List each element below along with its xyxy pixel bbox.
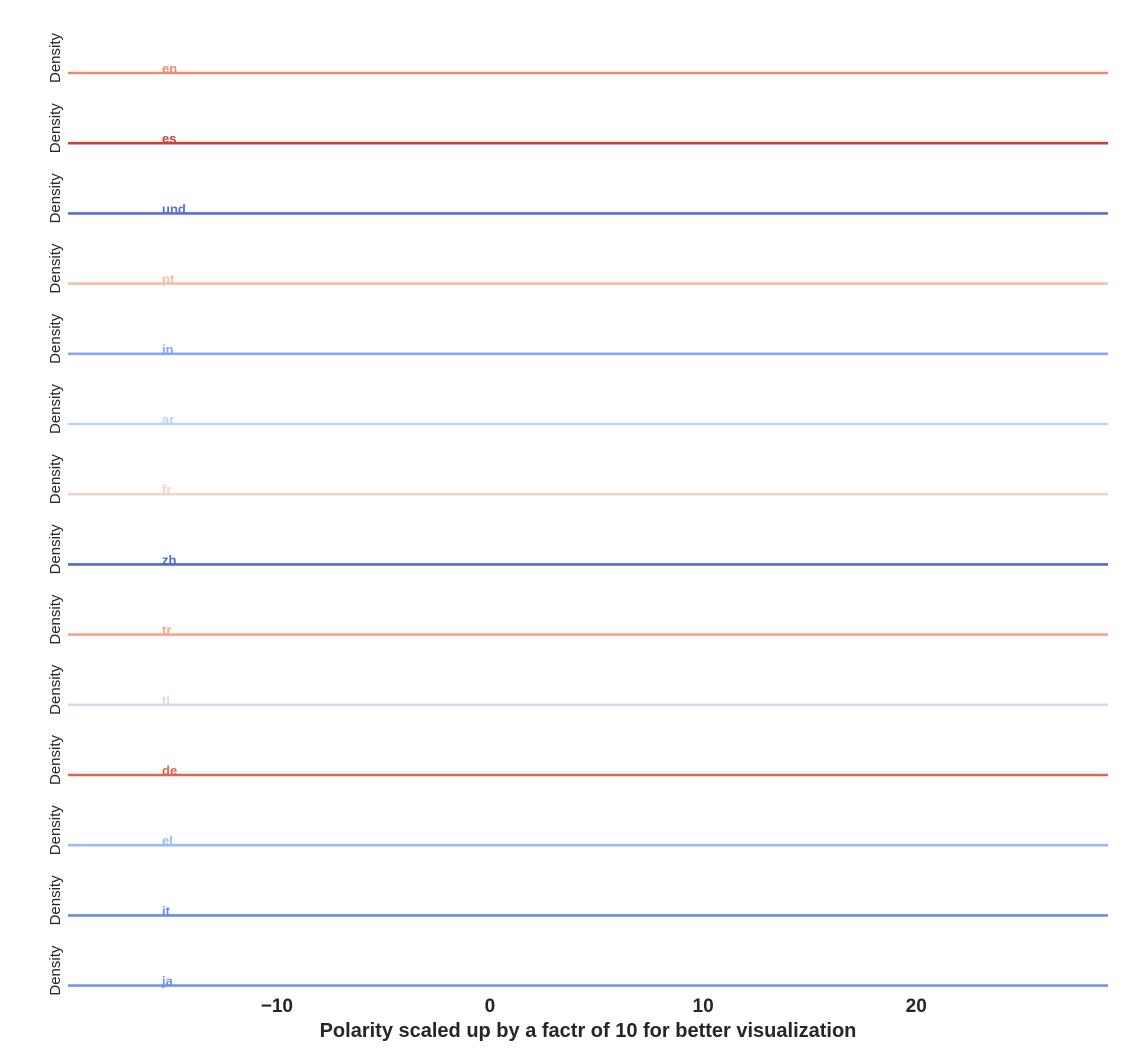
- series-label-und: und: [162, 201, 186, 216]
- ridge-row-it: it Density: [47, 875, 1108, 926]
- ridge-row-und: und Density: [47, 173, 1108, 224]
- ridge-row-de: de Density: [47, 734, 1108, 785]
- y-axis-title-und: Density: [47, 173, 64, 224]
- y-axis-title-tr: Density: [47, 594, 64, 645]
- x-tick-label: 20: [906, 996, 927, 1017]
- series-label-fr: fr: [162, 482, 171, 497]
- y-axis-title-ar: Density: [47, 383, 64, 434]
- series-label-zh: zh: [162, 552, 177, 567]
- series-label-ar: ar: [162, 412, 174, 427]
- ridge-row-ja: ja Density: [47, 945, 1108, 996]
- y-axis-title-ja: Density: [47, 945, 64, 996]
- ridge-row-tl: tl Density: [47, 664, 1108, 715]
- ridge-row-zh: zh Density: [47, 524, 1108, 575]
- series-label-ja: ja: [161, 974, 174, 989]
- series-label-it: it: [162, 903, 171, 918]
- y-axis-title-el: Density: [47, 805, 64, 856]
- y-axis-title-in: Density: [47, 313, 64, 364]
- ridge-row-el: el Density: [47, 805, 1108, 856]
- y-axis-title-zh: Density: [47, 524, 64, 575]
- x-tick-label: −10: [261, 996, 293, 1017]
- ridge-row-tr: tr Density: [47, 594, 1108, 645]
- y-axis-title-es: Density: [47, 103, 64, 154]
- y-axis-title-fr: Density: [47, 454, 64, 505]
- ridge-row-ar: ar Density: [47, 383, 1108, 434]
- x-axis: −10 0 10 20: [261, 996, 927, 1017]
- series-label-tr: tr: [162, 623, 171, 638]
- y-axis-title-de: Density: [47, 734, 64, 785]
- ridge-row-pt: pt Density: [47, 243, 1108, 294]
- series-label-tl: tl: [162, 693, 170, 708]
- y-axis-title-pt: Density: [47, 243, 64, 294]
- y-axis-title-en: Density: [47, 32, 64, 83]
- x-axis-title: Polarity scaled up by a factr of 10 for …: [320, 1020, 857, 1042]
- ridge-row-es: es Density: [47, 103, 1108, 154]
- series-label-es: es: [162, 131, 176, 146]
- series-label-el: el: [162, 833, 173, 848]
- series-label-in: in: [162, 342, 174, 357]
- x-tick-label: 10: [693, 996, 714, 1017]
- series-label-de: de: [162, 763, 177, 778]
- ridge-row-en: en Density: [47, 32, 1108, 83]
- ridge-row-in: in Density: [47, 313, 1108, 364]
- series-label-en: en: [162, 61, 177, 76]
- ridge-rows: en Density es Density und Density pt Density in D…: [47, 32, 1108, 996]
- y-axis-title-tl: Density: [47, 664, 64, 715]
- series-label-pt: pt: [162, 272, 175, 287]
- x-tick-label: 0: [485, 996, 496, 1017]
- ridge-row-fr: fr Density: [47, 454, 1108, 505]
- y-axis-title-it: Density: [47, 875, 64, 926]
